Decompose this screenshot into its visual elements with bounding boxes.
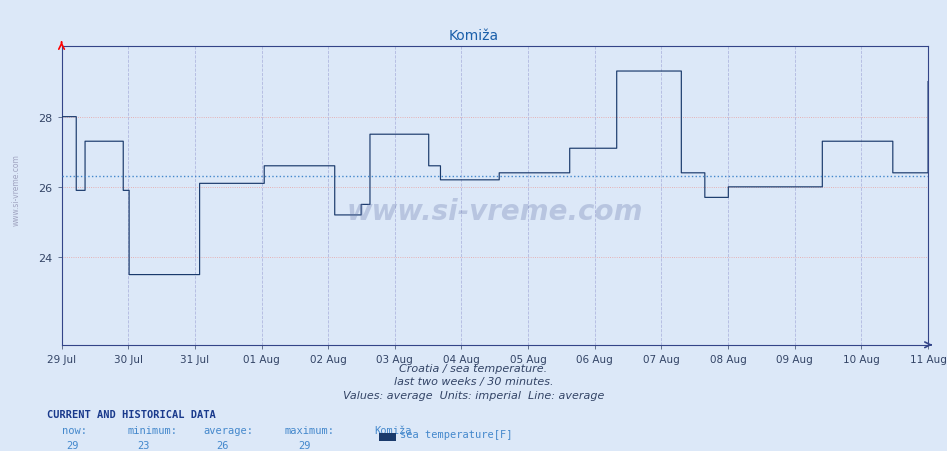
Text: 29: 29: [66, 440, 79, 450]
Text: Komiža: Komiža: [374, 425, 412, 435]
Text: www.si-vreme.com: www.si-vreme.com: [11, 153, 21, 226]
Text: average:: average:: [204, 425, 254, 435]
Text: Croatia / sea temperature.: Croatia / sea temperature.: [400, 363, 547, 373]
Text: CURRENT AND HISTORICAL DATA: CURRENT AND HISTORICAL DATA: [47, 410, 216, 419]
Text: last two weeks / 30 minutes.: last two weeks / 30 minutes.: [394, 377, 553, 387]
Text: 26: 26: [216, 440, 228, 450]
Text: 23: 23: [137, 440, 150, 450]
Text: sea temperature[F]: sea temperature[F]: [400, 429, 512, 439]
Text: now:: now:: [62, 425, 86, 435]
Text: minimum:: minimum:: [128, 425, 178, 435]
Text: 29: 29: [298, 440, 311, 450]
Text: www.si-vreme.com: www.si-vreme.com: [347, 197, 643, 225]
Text: Komiža: Komiža: [449, 29, 498, 43]
Text: Values: average  Units: imperial  Line: average: Values: average Units: imperial Line: av…: [343, 390, 604, 400]
Text: maximum:: maximum:: [284, 425, 334, 435]
